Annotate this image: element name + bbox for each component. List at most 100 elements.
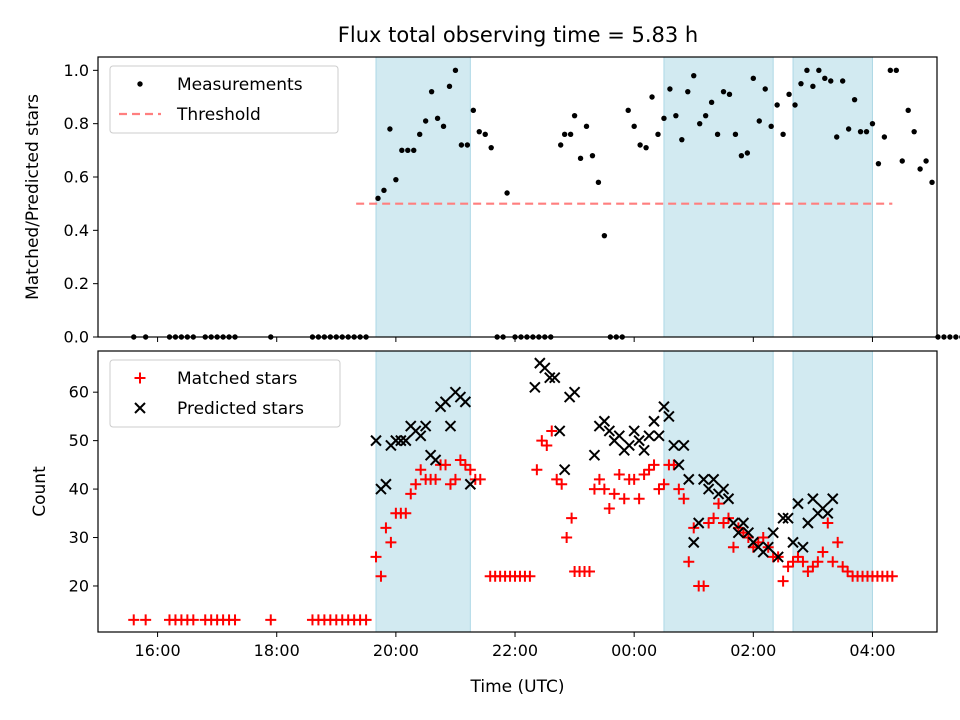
matched-star-point (593, 473, 605, 485)
measurement-point (595, 179, 602, 186)
predicted-star-point (702, 483, 715, 495)
predicted-star-point (529, 381, 541, 394)
measurement-point (887, 67, 894, 74)
matched-star-point (886, 570, 898, 582)
y-axis-label: Matched/Predicted stars (23, 94, 43, 300)
matched-star-point (792, 551, 804, 563)
predicted-star-point (802, 517, 814, 529)
legend: Measurements Threshold (109, 65, 339, 134)
predicted-star-point (638, 444, 650, 457)
predicted-star-point (722, 493, 735, 505)
matched-star-point (541, 439, 553, 451)
measurement-point (405, 147, 411, 154)
measurement-point (577, 155, 584, 162)
predicted-star-point (380, 478, 392, 490)
measurement-point (411, 147, 417, 154)
predicted-star-point (688, 536, 700, 549)
measurement-point (601, 232, 608, 239)
legend-matched-marker (134, 372, 146, 384)
predicted-star-point (683, 473, 695, 486)
predicted-star-point (707, 473, 720, 486)
measurement-point (953, 334, 959, 340)
measurement-point (804, 67, 810, 74)
predicted-star-point (549, 371, 561, 384)
y-tick-label: 0.6 (64, 168, 89, 187)
predicted-star-point (370, 434, 382, 447)
measurement-point (637, 142, 643, 148)
x-tick-label: 22:00 (492, 641, 538, 660)
matched-star-point (628, 473, 640, 485)
measurement-point (571, 112, 578, 119)
y-axis-label: Count (30, 466, 50, 517)
matched-star-point (807, 561, 819, 573)
matched-star-point (608, 488, 620, 500)
measurement-point (869, 120, 876, 127)
measurement-point (750, 75, 757, 82)
observing-interval-band (792, 350, 873, 633)
measurement-point (440, 123, 447, 130)
matched-star-point (708, 512, 720, 524)
matched-star-point (648, 459, 660, 471)
predicted-star-point (558, 463, 571, 476)
measurement-point (691, 72, 697, 79)
observing-interval-band (663, 56, 774, 338)
measurement-point (845, 126, 852, 132)
matched-star-point (370, 551, 382, 563)
predicted-star-point (553, 425, 566, 437)
x-tick-label: 16:00 (135, 641, 181, 660)
measurement-point (679, 136, 685, 143)
matched-star-point (385, 536, 397, 548)
matched-star-point (842, 565, 854, 577)
matched-star-point (459, 459, 471, 471)
predicted-star-point (727, 517, 740, 529)
predicted-star-point (459, 396, 472, 408)
observing-interval-band (375, 350, 471, 633)
predicted-star-point (643, 430, 655, 442)
measurement-point (458, 142, 465, 148)
predicted-star-point (390, 434, 402, 447)
matched-star-point (827, 556, 839, 568)
predicted-star-point (772, 551, 784, 563)
measurement-point (810, 83, 816, 90)
matched-star-point (703, 517, 715, 529)
measurement-point (875, 160, 882, 167)
measurement-point (863, 128, 870, 135)
matched-star-point (551, 473, 563, 485)
predicted-star-point (414, 430, 427, 442)
matched-star-point (583, 565, 595, 577)
measurement-point (905, 107, 911, 114)
measurement-point (393, 176, 399, 183)
matched-star-point (832, 536, 844, 548)
figure-title: Flux total observing time = 5.83 h (338, 23, 698, 47)
measurement-point (422, 118, 429, 124)
measurement-point (464, 142, 471, 148)
observing-interval-band (663, 350, 774, 633)
matched-star-point (787, 556, 799, 568)
matched-star-point (440, 459, 452, 471)
matched-star-point (265, 614, 277, 626)
predicted-star-point (663, 410, 675, 423)
predicted-star-point (668, 439, 680, 452)
predicted-star-point (792, 497, 804, 510)
measurement-point (416, 131, 423, 138)
measurement-point (822, 75, 828, 82)
legend: Matched stars Predicted stars (109, 359, 341, 428)
measurement-point (381, 187, 387, 194)
y-tick-label: 40 (69, 480, 89, 499)
matched-star-point (822, 517, 834, 529)
matched-star-point (757, 532, 769, 544)
measurement-point (893, 67, 899, 74)
top-panel: 0.0 0.2 0.4 0.6 0.8 1.0 Matched/Predicted star… (23, 56, 960, 347)
matched-star-point (400, 507, 412, 519)
measurement-point (816, 67, 822, 74)
predicted-star-point (692, 517, 705, 529)
measurement-point (583, 123, 590, 130)
predicted-star-point (737, 517, 750, 529)
y-tick-label: 0.8 (64, 114, 89, 133)
predicted-star-point (767, 526, 779, 539)
matched-star-point (229, 614, 241, 626)
measurement-point (452, 67, 459, 74)
legend-predicted-marker (134, 402, 146, 414)
matched-star-point (658, 478, 670, 490)
matched-star-point (454, 454, 466, 466)
